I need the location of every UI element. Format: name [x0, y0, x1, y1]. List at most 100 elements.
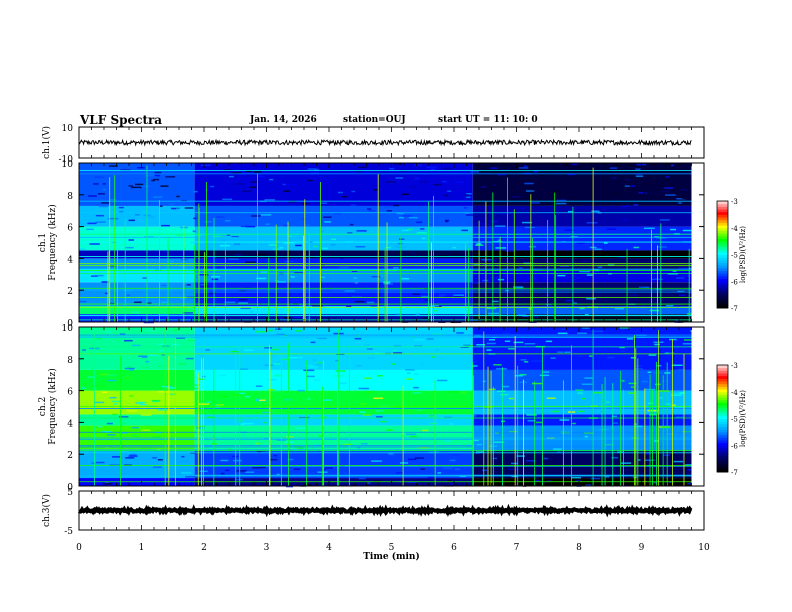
- ch2-spectrogram-speckle: [301, 337, 309, 340]
- ch2-spectrogram-speckle: [435, 348, 440, 351]
- ch1-spectrogram-speckle: [182, 312, 194, 314]
- ch2-spectrogram-speckle: [640, 473, 652, 475]
- ch1-spectrogram-colorbar-tick: -5: [731, 252, 738, 260]
- ch1-spectrogram-speckle: [579, 307, 585, 310]
- ch1-spectrogram-speckle: [286, 309, 293, 312]
- ch1-spectrogram-speckle: [408, 216, 418, 219]
- ch1-spectrogram-speckle: [466, 192, 472, 195]
- ch1-spectrogram-colorbar-step: [717, 275, 728, 280]
- ch2-spectrogram-speckle: [333, 434, 338, 436]
- ch2-spectrogram-speckle: [255, 442, 260, 445]
- ch1-spectrogram-speckle: [299, 304, 305, 306]
- ch2-spectrogram-speckle: [181, 455, 185, 458]
- ch1-spectrogram-speckle: [660, 167, 671, 170]
- ch2-spectrogram-colorbar-step: [717, 397, 728, 401]
- ch1-spectrogram-speckle: [154, 174, 161, 177]
- ch1-spectrogram-speckle: [491, 274, 499, 277]
- ch1-spectrogram-cell-s2-b3: [472, 269, 692, 283]
- ch1-spectrogram-speckle: [283, 224, 288, 227]
- ch2-spectrogram-ytick-label: 6: [67, 388, 73, 398]
- ch2-spectrogram-speckle: [356, 335, 360, 337]
- ch2-spectrogram-speckle: [513, 341, 524, 344]
- ch2-spectrogram-speckle: [245, 471, 255, 474]
- ch2-spectrogram-colorbar-step: [717, 386, 728, 390]
- ch2-spectrogram-ytick-label: 10: [62, 324, 74, 334]
- ch1-spectrogram-speckle: [180, 297, 186, 299]
- ch1-spectrogram-speckle: [427, 167, 438, 170]
- ch1-spectrogram-speckle: [422, 317, 428, 319]
- ch1-spectrogram-speckle: [353, 277, 358, 279]
- ch2-spectrogram-speckle: [214, 405, 219, 407]
- ch1-spectrogram-colorbar-step: [717, 251, 728, 255]
- ch2-spectrogram-speckle: [661, 426, 671, 429]
- ch2-spectrogram-speckle: [654, 343, 660, 346]
- ch1-spectrogram-speckle: [491, 220, 498, 223]
- ch2-spectrogram-speckle: [272, 363, 281, 365]
- ch2-spectrogram-speckle: [338, 382, 347, 385]
- ch2-spectrogram-colorbar-step: [717, 426, 728, 430]
- ch1-spectrogram-speckle: [286, 184, 296, 186]
- ch1-spectrogram-speckle: [545, 303, 552, 306]
- ch2-spectrogram-speckle: [121, 422, 127, 425]
- ch2-spectrogram-speckle: [306, 398, 311, 400]
- ch1-spectrogram-speckle: [134, 301, 142, 304]
- ch2-spectrogram-speckle: [520, 359, 527, 361]
- ch1-spectrogram-colorbar-step: [717, 214, 728, 218]
- ch1-spectrogram-ylabel-line2: Frequency (kHz): [47, 204, 58, 281]
- ch1-spectrogram-speckle: [531, 202, 540, 204]
- ch1-spectrogram-speckle: [146, 174, 157, 177]
- ch1-spectrogram-speckle: [350, 204, 357, 206]
- ch2-spectrogram-speckle: [394, 406, 399, 408]
- ch1-spectrogram-speckle: [585, 204, 591, 207]
- ch1-spectrogram-speckle: [146, 302, 152, 305]
- ch2-spectrogram-speckle: [159, 349, 165, 352]
- ch2-spectrogram-speckle: [442, 440, 451, 442]
- ch2-spectrogram-ylabel-line1: ch.2: [38, 397, 48, 416]
- ch1-spectrogram-speckle: [389, 167, 395, 170]
- ch2-spectrogram-speckle: [430, 356, 436, 358]
- ch2-spectrogram-speckle: [511, 475, 519, 478]
- ch1-spectrogram-speckle: [192, 230, 196, 233]
- ch1-spectrogram-speckle: [200, 164, 211, 167]
- ch3-waveform-ytick-top: 5: [67, 488, 73, 498]
- ch2-spectrogram-speckle: [417, 409, 421, 411]
- ch1-spectrogram-speckle: [264, 199, 275, 201]
- ch2-spectrogram-cell-s1-b4: [194, 390, 473, 415]
- ch1-spectrogram-speckle: [330, 244, 336, 246]
- ch2-spectrogram-speckle: [524, 361, 529, 363]
- ch1-spectrogram-speckle: [680, 275, 692, 277]
- ch1-spectrogram-speckle: [220, 239, 227, 242]
- ch1-spectrogram-speckle: [412, 293, 420, 295]
- xtick-label: 4: [326, 543, 332, 553]
- ch1-spectrogram-speckle: [268, 244, 277, 246]
- ch1-spectrogram-speckle: [307, 168, 317, 170]
- ch2-spectrogram-speckle: [496, 390, 506, 392]
- ch1-spectrogram-colorbar-step: [717, 259, 728, 264]
- ch1-spectrogram-speckle: [215, 216, 225, 218]
- ch2-spectrogram-speckle: [393, 352, 403, 354]
- ch2-spectrogram-speckle: [152, 466, 163, 468]
- ch1-spectrogram-speckle: [313, 245, 318, 248]
- ch1-spectrogram-speckle: [286, 264, 291, 266]
- ch1-spectrogram-colorbar-step: [717, 302, 728, 306]
- ch1-spectrogram-speckle: [433, 309, 438, 312]
- ch1-spectrogram-speckle: [284, 317, 291, 319]
- ch1-spectrogram-speckle: [679, 294, 686, 297]
- ch2-spectrogram-speckle: [634, 367, 644, 370]
- ch2-spectrogram-speckle: [252, 466, 261, 469]
- ch1-spectrogram-speckle: [678, 202, 682, 204]
- ch1-spectrogram-speckle: [224, 301, 236, 304]
- ch1-spectrogram-colorbar-step: [717, 265, 728, 269]
- ch1-spectrogram-speckle: [154, 171, 162, 174]
- ch1-spectrogram-speckle: [643, 227, 655, 230]
- ch2-spectrogram-speckle: [185, 475, 196, 478]
- ch2-spectrogram-colorbar-step: [717, 466, 728, 470]
- ch1-spectrogram-colorbar-step: [717, 243, 728, 247]
- ch1-spectrogram-speckle: [101, 281, 109, 283]
- ch2-spectrogram-speckle: [118, 416, 129, 418]
- ch2-spectrogram-speckle: [191, 384, 200, 386]
- ch1-spectrogram-speckle: [131, 186, 142, 189]
- ch1-spectrogram-speckle: [95, 221, 106, 223]
- ch1-spectrogram-speckle: [437, 294, 446, 297]
- ch2-spectrogram-speckle: [138, 355, 148, 358]
